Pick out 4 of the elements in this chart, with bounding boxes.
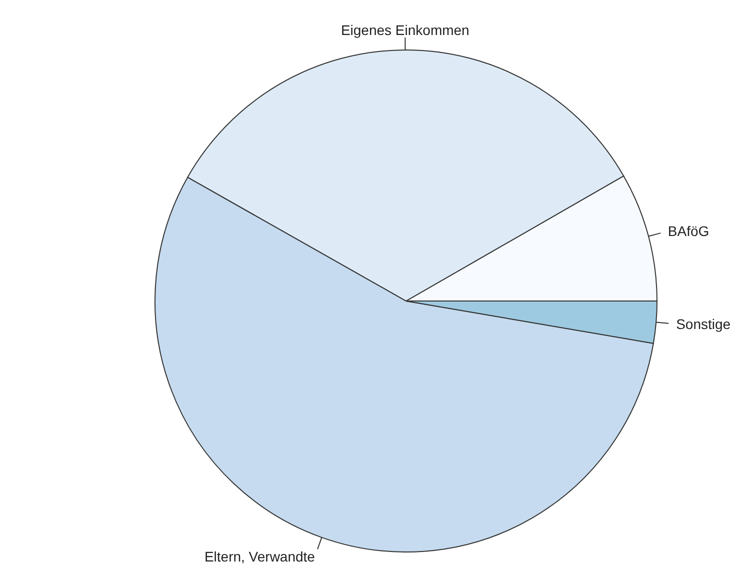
slice-label: Eigenes Einkommen <box>340 22 470 38</box>
slice-label: Sonstige <box>676 316 731 332</box>
slice-label: BAföG <box>668 223 710 240</box>
slice-label: Eltern, Verwandte <box>204 548 316 564</box>
